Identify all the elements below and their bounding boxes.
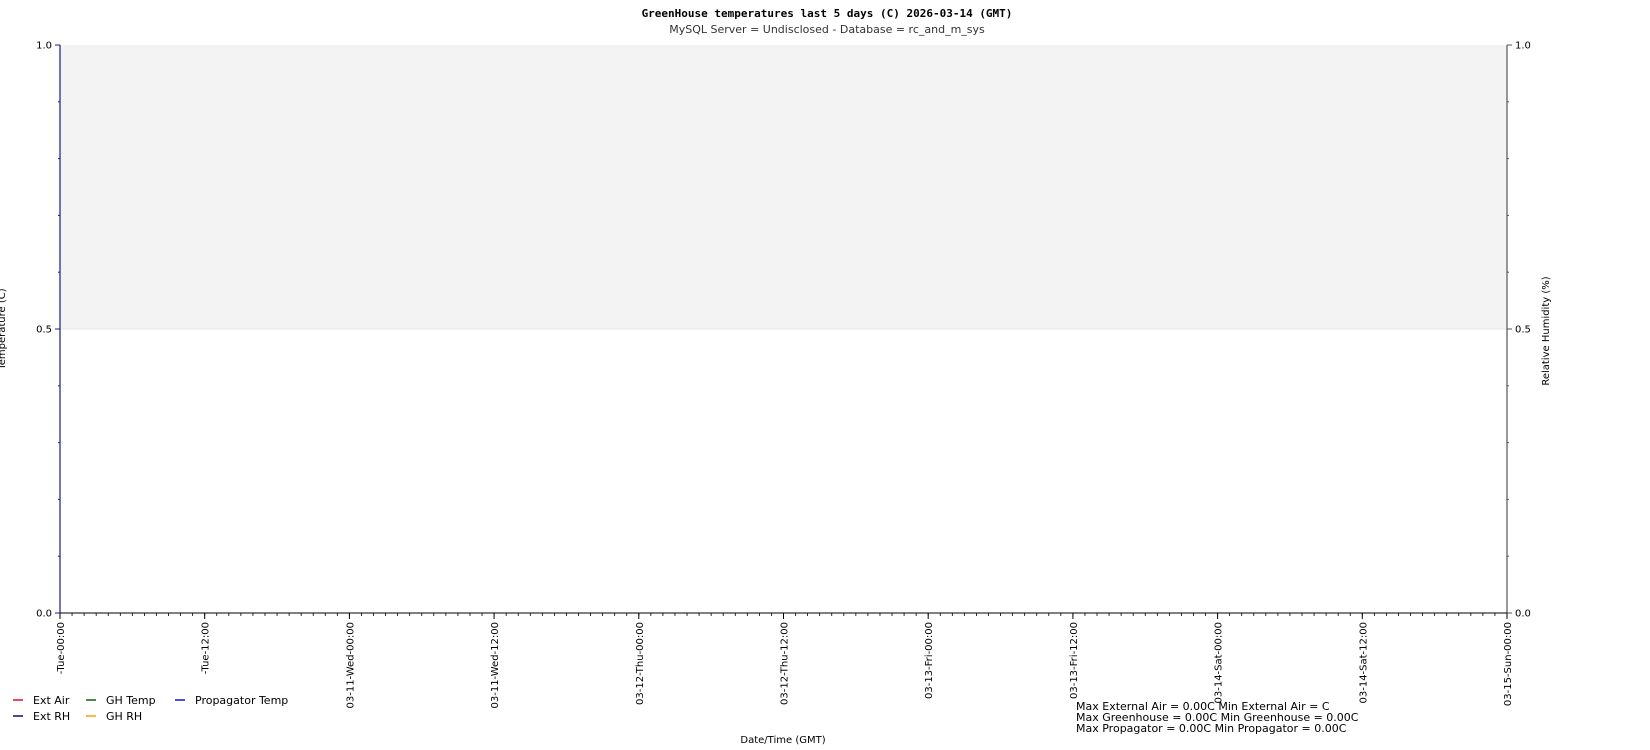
legend-label: GH RH	[106, 710, 142, 723]
y-axis-left-label: Temperature (C)	[0, 288, 8, 370]
x-tick-label: 03-14-Sat-00:00	[1214, 622, 1225, 704]
right-ticks: 0.0 0.5 1.0	[1507, 41, 1531, 620]
legend-item: GH RH	[86, 710, 142, 723]
x-tick-label: 03-11-Wed-00:00	[345, 622, 356, 709]
legend-item: Propagator Temp	[175, 694, 288, 707]
legend-label: Ext Air	[33, 694, 70, 707]
x-ticks: -Tue-00:00 -Tue-12:00 03-11-Wed-00:00 03-11…	[56, 613, 1514, 709]
x-tick-label: 03-14-Sat-12:00	[1358, 622, 1369, 704]
stats-box: Max External Air = 0.00C Min External Ai…	[1076, 700, 1359, 735]
y-tick-label-left: 1.0	[36, 41, 52, 52]
legend-item: Ext Air	[13, 694, 70, 707]
stats-line: Max Greenhouse = 0.00C Min Greenhouse = …	[1076, 711, 1359, 724]
plot-area	[60, 45, 1507, 330]
x-tick-label: 03-12-Thu-12:00	[780, 622, 791, 705]
chart-title: GreenHouse temperatures last 5 days (C) …	[642, 7, 1013, 20]
legend: Ext Air Ext RH GH Temp GH RH Propagator Temp	[13, 694, 288, 723]
chart-subtitle: MySQL Server = Undisclosed - Database = …	[669, 23, 985, 36]
y-tick-label-left: 0.0	[36, 609, 52, 620]
x-tick-label: 03-11-Wed-12:00	[490, 622, 501, 709]
legend-label: GH Temp	[106, 694, 156, 707]
y-axis-right-label: Relative Humidity (%)	[1541, 276, 1552, 385]
x-tick-label: 03-12-Thu-00:00	[635, 622, 646, 705]
x-tick-label: 03-13-Fri-00:00	[924, 622, 935, 699]
plot-band	[60, 45, 1507, 329]
stats-line: Max Propagator = 0.00C Min Propagator = …	[1076, 722, 1347, 735]
y-tick-label-right: 1.0	[1515, 41, 1531, 52]
x-tick-label: 03-15-Sun-00:00	[1503, 622, 1514, 706]
y-tick-label-left: 0.5	[36, 325, 52, 336]
x-tick-label: 03-13-Fri-12:00	[1069, 622, 1080, 699]
legend-label: Ext RH	[33, 710, 70, 723]
x-axis-label: Date/Time (GMT)	[740, 735, 825, 746]
legend-item: GH Temp	[86, 694, 156, 707]
x-tick-label: -Tue-12:00	[201, 622, 212, 674]
legend-label: Propagator Temp	[195, 694, 288, 707]
stats-line: Max External Air = 0.00C Min External Ai…	[1076, 700, 1330, 713]
legend-item: Ext RH	[13, 710, 70, 723]
x-tick-label: -Tue-00:00	[56, 622, 67, 674]
y-tick-label-right: 0.5	[1515, 325, 1531, 336]
y-tick-label-right: 0.0	[1515, 609, 1531, 620]
left-ticks: 0.0 0.5 1.0	[36, 41, 60, 620]
